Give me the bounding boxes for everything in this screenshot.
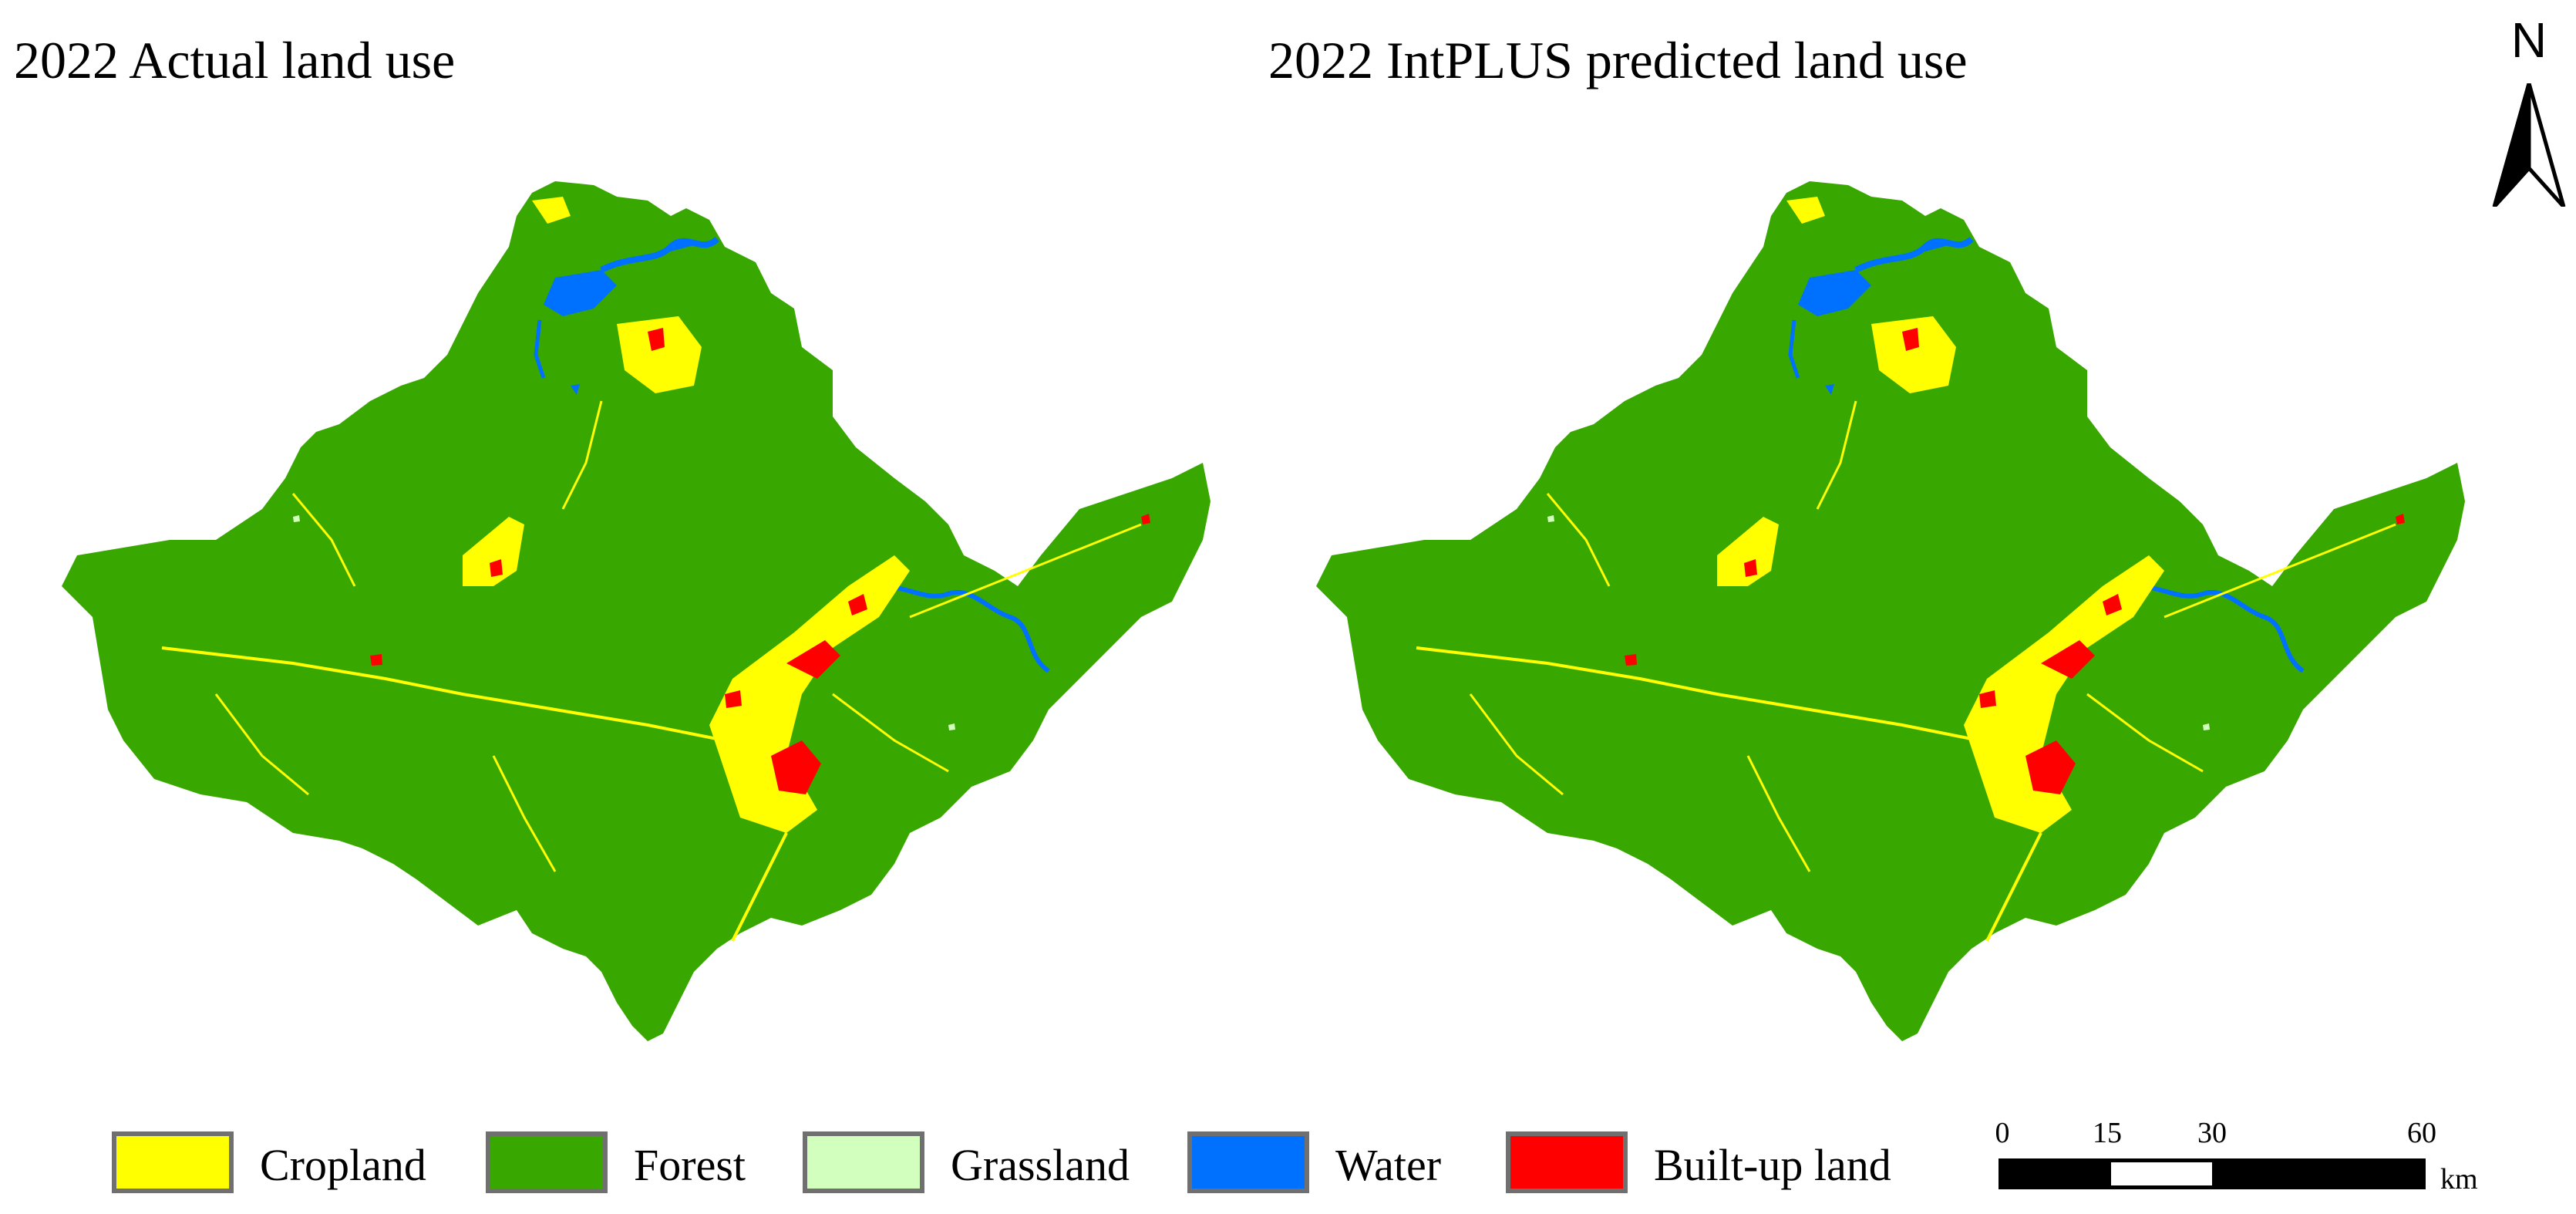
legend-swatch (1506, 1131, 1628, 1193)
scale-unit: km (2440, 1163, 2478, 1195)
scale-tick-label: 0 (1995, 1117, 2010, 1149)
scale-segment (1999, 1158, 2111, 1189)
map-title-actual: 2022 Actual land use (14, 31, 456, 89)
legend-label: Water (1335, 1140, 1442, 1190)
north-letter: N (2510, 12, 2547, 68)
scale-tick-label: 30 (2197, 1117, 2227, 1149)
north-arrow: N (2487, 15, 2571, 208)
scale-tick-label: 15 (2093, 1117, 2122, 1149)
land-use-map-predicted (1316, 154, 2473, 1041)
scale-bar: 0 15 30 60 km (1989, 1111, 2514, 1211)
legend-swatch (486, 1131, 608, 1193)
legend-swatch (803, 1131, 924, 1193)
scale-segment (2212, 1158, 2426, 1189)
legend-label: Forest (634, 1140, 746, 1190)
scale-tick-label: 60 (2407, 1117, 2436, 1149)
legend-swatch (1187, 1131, 1309, 1193)
legend-label: Grassland (951, 1140, 1130, 1190)
scale-segment (2107, 1158, 2216, 1189)
legend-label: Cropland (260, 1140, 426, 1190)
land-use-map-actual (62, 154, 1218, 1041)
legend-swatch (112, 1131, 234, 1193)
legend: Cropland Forest Grassland Water Built-up… (112, 1126, 1908, 1203)
map-title-predicted: 2022 IntPLUS predicted land use (1268, 31, 1968, 89)
legend-label: Built-up land (1654, 1140, 1891, 1190)
north-arrow-icon (2492, 83, 2566, 207)
